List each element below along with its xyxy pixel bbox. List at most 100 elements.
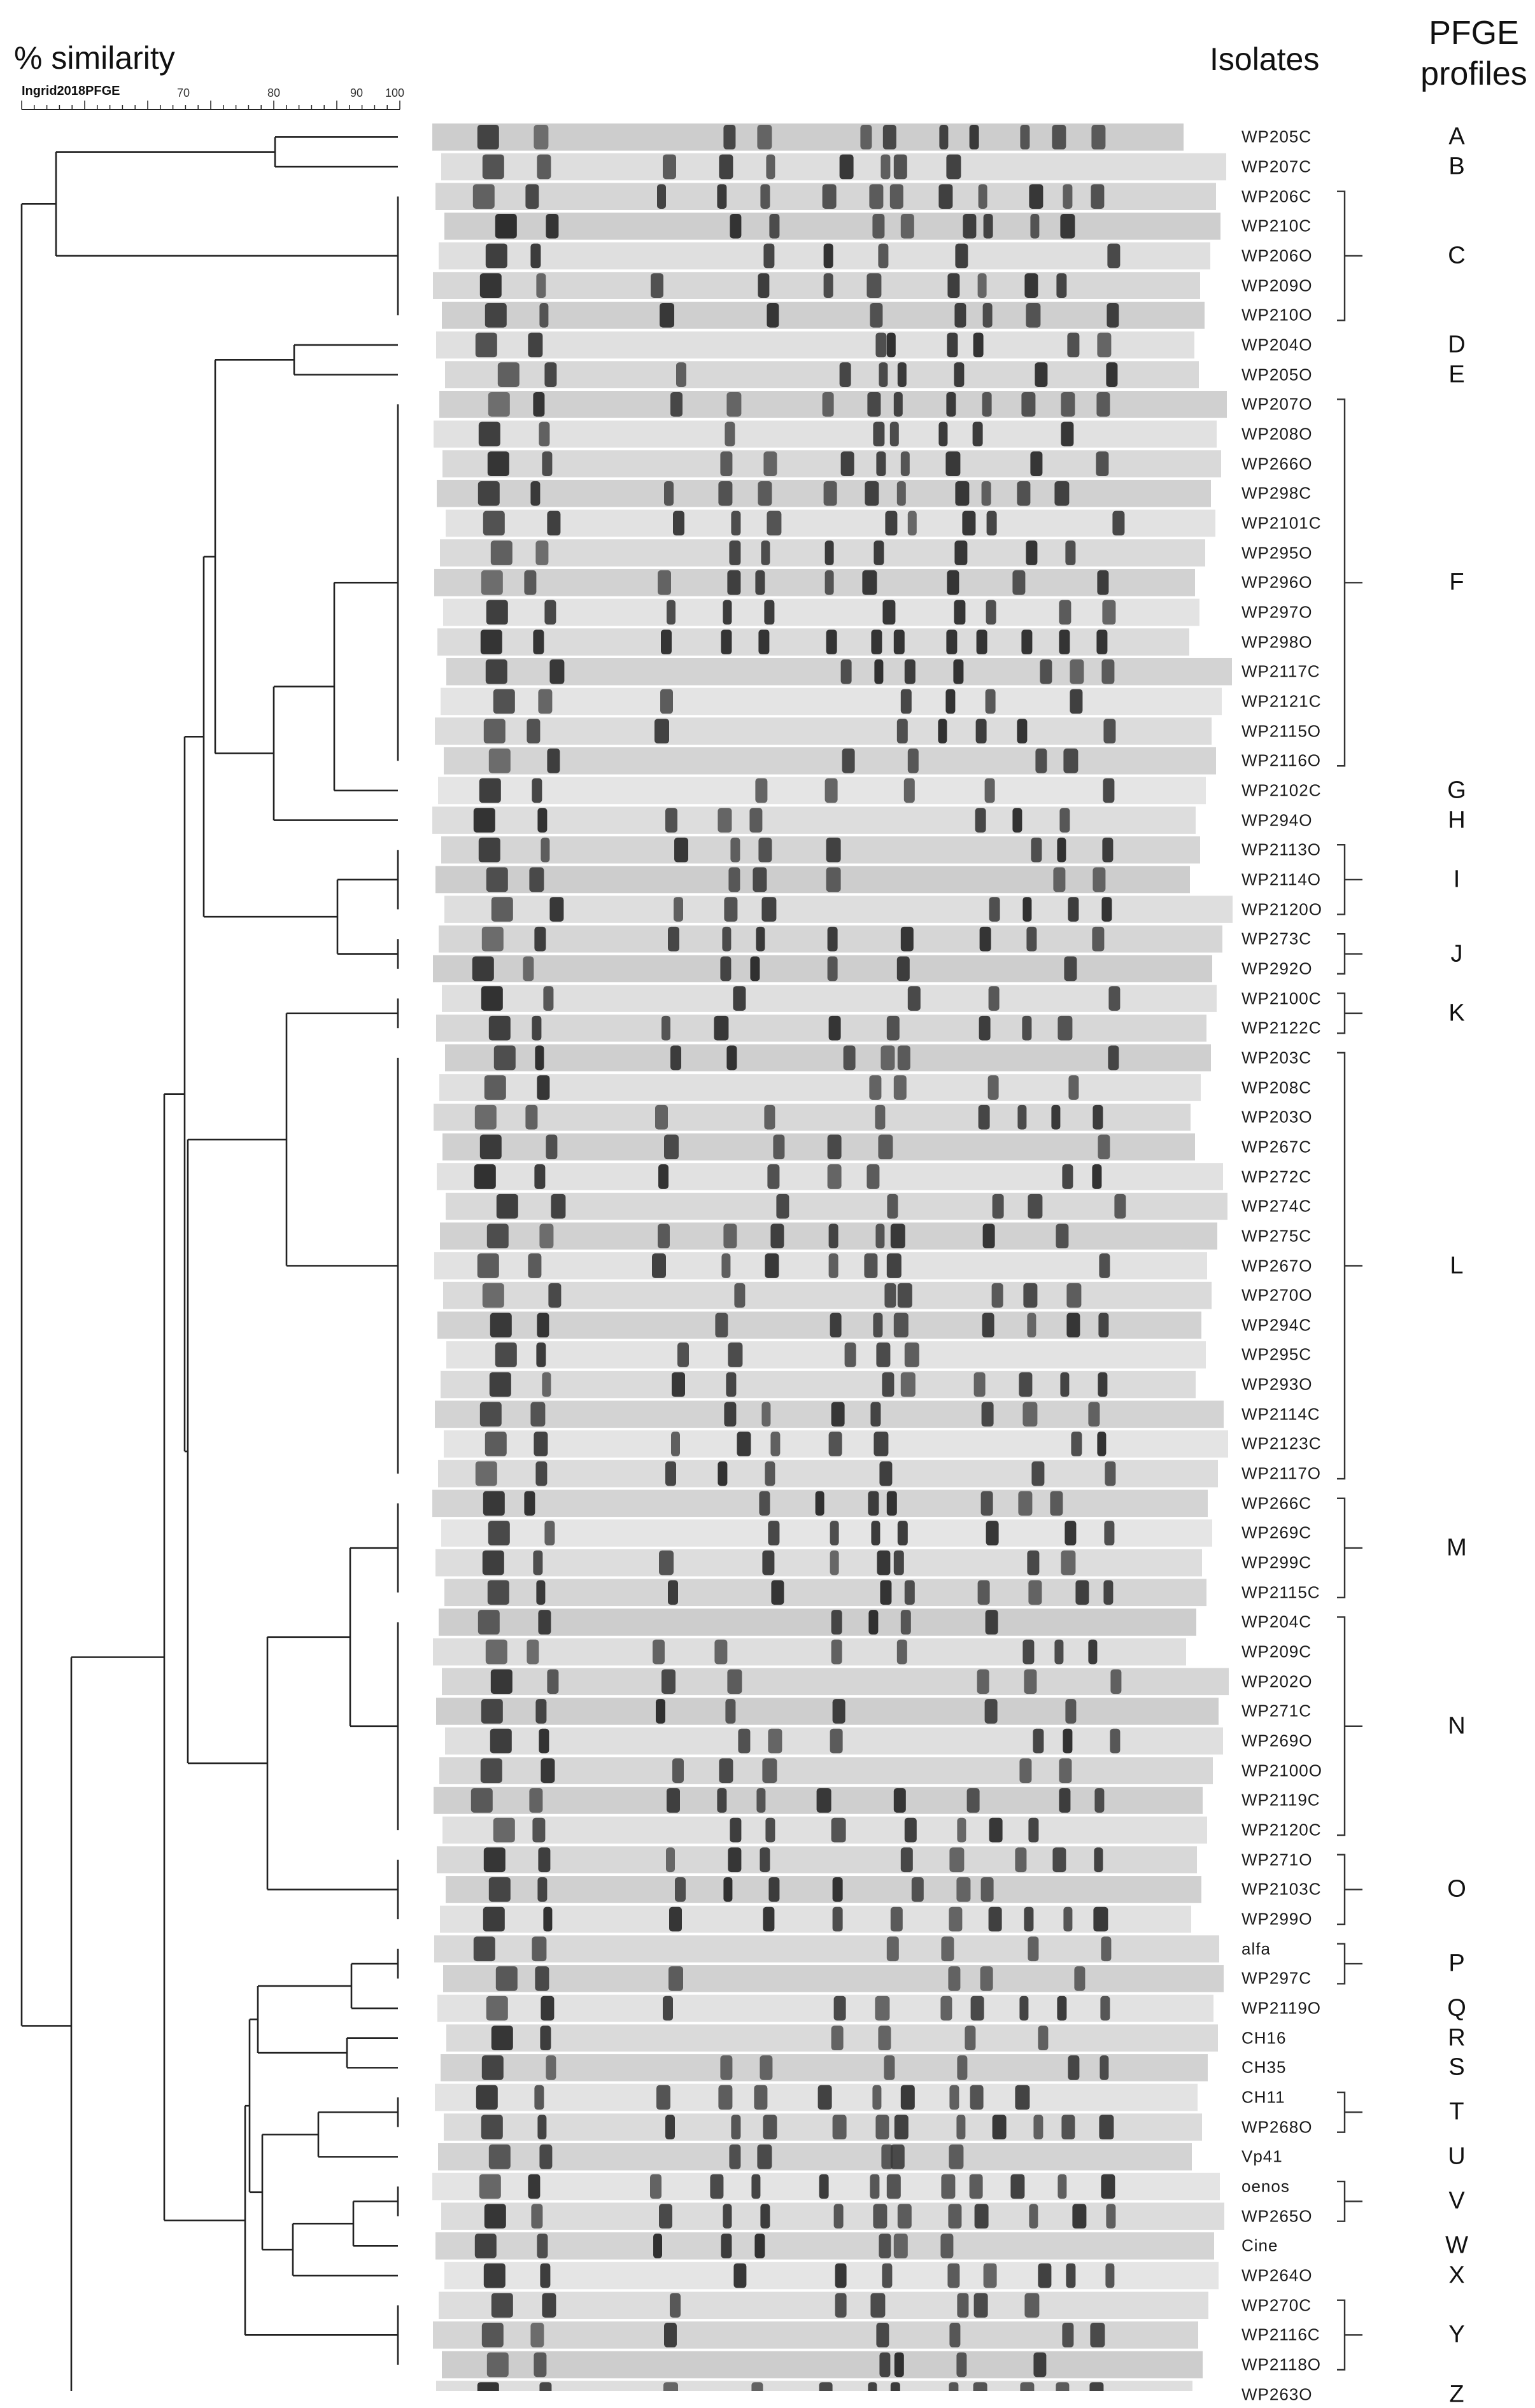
gel-band: [907, 510, 917, 536]
isolate-label: WP203C: [1241, 1048, 1312, 1067]
gel-band: [718, 2085, 733, 2110]
gel-band: [758, 481, 772, 506]
pfge-profile-label: Q: [1447, 1994, 1466, 2022]
gel-lane: [435, 2083, 1198, 2111]
gel-band: [832, 1699, 845, 1724]
gel-band: [480, 630, 502, 654]
gel-band: [982, 1223, 995, 1249]
gel-band: [970, 1996, 984, 2021]
gel-band: [484, 1075, 506, 1100]
pfge-profiles-column-header: PFGE profiles: [1397, 13, 1535, 94]
gel-band: [873, 2204, 888, 2229]
gel-band: [763, 451, 777, 476]
gel-band: [893, 154, 907, 180]
gel-band: [890, 2382, 900, 2391]
gel-band: [947, 332, 958, 358]
gel-band: [666, 1847, 675, 1873]
gel-band: [827, 1134, 842, 1160]
gel-band: [1103, 1580, 1114, 1605]
isolate-label: WP207O: [1241, 394, 1313, 414]
gel-band: [495, 213, 517, 239]
gel-band: [668, 1966, 683, 1991]
gel-band: [660, 689, 673, 714]
gel-band: [728, 1847, 742, 1873]
gel-band: [896, 956, 910, 982]
gel-band: [982, 391, 992, 417]
gel-band: [830, 1521, 839, 1545]
profile-bracket: [1337, 933, 1346, 975]
gel-band: [869, 184, 884, 209]
gel-band: [537, 808, 548, 833]
gel-band: [840, 451, 854, 476]
gel-band: [1104, 1521, 1115, 1545]
gel-band: [472, 184, 495, 209]
gel-band: [766, 154, 775, 180]
gel-band: [533, 1550, 543, 1575]
gel-band: [1102, 600, 1116, 625]
profile-bracket: [1337, 2299, 1346, 2371]
gel-band: [723, 125, 736, 150]
profile-bracket: [1337, 2091, 1346, 2133]
isolate-label: CH11: [1241, 2087, 1285, 2107]
gel-lane: [438, 2143, 1192, 2171]
gel-band: [1024, 2293, 1040, 2318]
gel-band: [1062, 1164, 1073, 1189]
gel-band: [981, 481, 991, 506]
gel-band: [940, 1996, 952, 2021]
gel-band: [878, 243, 889, 269]
gel-band: [938, 184, 953, 209]
gel-band: [664, 1134, 679, 1160]
isolate-label: WP298O: [1241, 632, 1313, 652]
isolate-label: WP208O: [1241, 424, 1313, 444]
gel-band: [868, 2382, 877, 2391]
gel-band: [1022, 897, 1032, 922]
gel-band: [749, 808, 763, 833]
gel-band: [987, 1075, 999, 1100]
scale-tick-label: 80: [267, 87, 280, 99]
gel-band: [970, 2085, 984, 2110]
gel-band: [480, 1758, 502, 1784]
gel-band: [751, 2174, 761, 2199]
gel-band: [831, 1817, 846, 1843]
gel-band: [665, 2115, 675, 2140]
gel-band: [947, 273, 960, 298]
gel-band: [1101, 1936, 1112, 1962]
isolate-label: WP270O: [1241, 1285, 1313, 1305]
gel-band: [832, 1877, 843, 1902]
gel-band: [763, 2115, 777, 2140]
gel-lane: [436, 2381, 1192, 2391]
gel-band: [946, 154, 961, 180]
isolate-label: WP265O: [1241, 2206, 1313, 2226]
gel-band: [949, 2144, 964, 2169]
gel-band: [673, 510, 684, 536]
gel-band: [956, 2352, 967, 2377]
gel-lane: [438, 777, 1206, 805]
gel-band: [986, 600, 996, 625]
gel-band: [981, 1402, 994, 1427]
gel-band: [884, 1283, 896, 1308]
gel-band: [525, 1104, 538, 1130]
gel-band: [660, 302, 674, 328]
gel-band: [486, 2352, 509, 2377]
gel-lane: [441, 2202, 1224, 2230]
gel-band: [659, 1550, 674, 1575]
gel-band: [1015, 2085, 1030, 2110]
gel-band: [525, 184, 539, 209]
gel-band: [724, 897, 738, 922]
gel-band: [760, 184, 770, 209]
gel-band: [839, 154, 854, 180]
isolate-label: WP266C: [1241, 1493, 1312, 1513]
gel-band: [992, 2115, 1007, 2140]
gel-band: [876, 451, 886, 476]
gel-band: [1050, 1491, 1063, 1516]
gel-band: [1065, 1521, 1077, 1545]
gel-band: [1035, 362, 1048, 387]
gel-band: [904, 659, 916, 684]
gel-band: [538, 1847, 551, 1873]
pfge-profile-label: T: [1449, 2098, 1464, 2125]
gel-band: [1059, 600, 1072, 625]
gel-band: [941, 2174, 956, 2199]
isolate-label: WP263O: [1241, 2384, 1313, 2404]
gel-band: [1102, 837, 1114, 863]
